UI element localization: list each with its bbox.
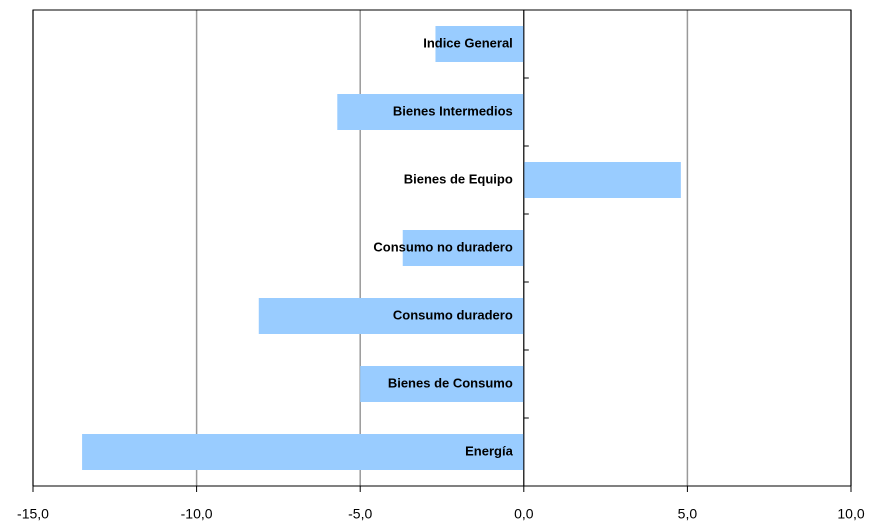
x-tick-label: 0,0 [514, 506, 534, 522]
category-label: Consumo duradero [393, 307, 513, 322]
bar [360, 366, 524, 402]
bar [82, 434, 524, 470]
category-label: Bienes de Equipo [404, 171, 513, 186]
bar [258, 298, 524, 334]
bar [337, 94, 524, 130]
x-tick-label: 10,0 [837, 506, 864, 522]
x-tick-label: -10,0 [181, 506, 213, 522]
bar [523, 162, 681, 198]
x-tick-label: -5,0 [348, 506, 372, 522]
x-tick-label: -15,0 [17, 506, 49, 522]
category-label: Energía [465, 443, 513, 458]
category-label: Consumo no duradero [373, 239, 512, 254]
category-label: Indice General [423, 35, 513, 50]
plot-border [32, 9, 852, 487]
category-label: Bienes Intermedios [393, 103, 513, 118]
bar [435, 26, 524, 62]
category-label: Bienes de Consumo [388, 375, 513, 390]
x-tick-label: 5,0 [678, 506, 698, 522]
bar [402, 230, 524, 266]
